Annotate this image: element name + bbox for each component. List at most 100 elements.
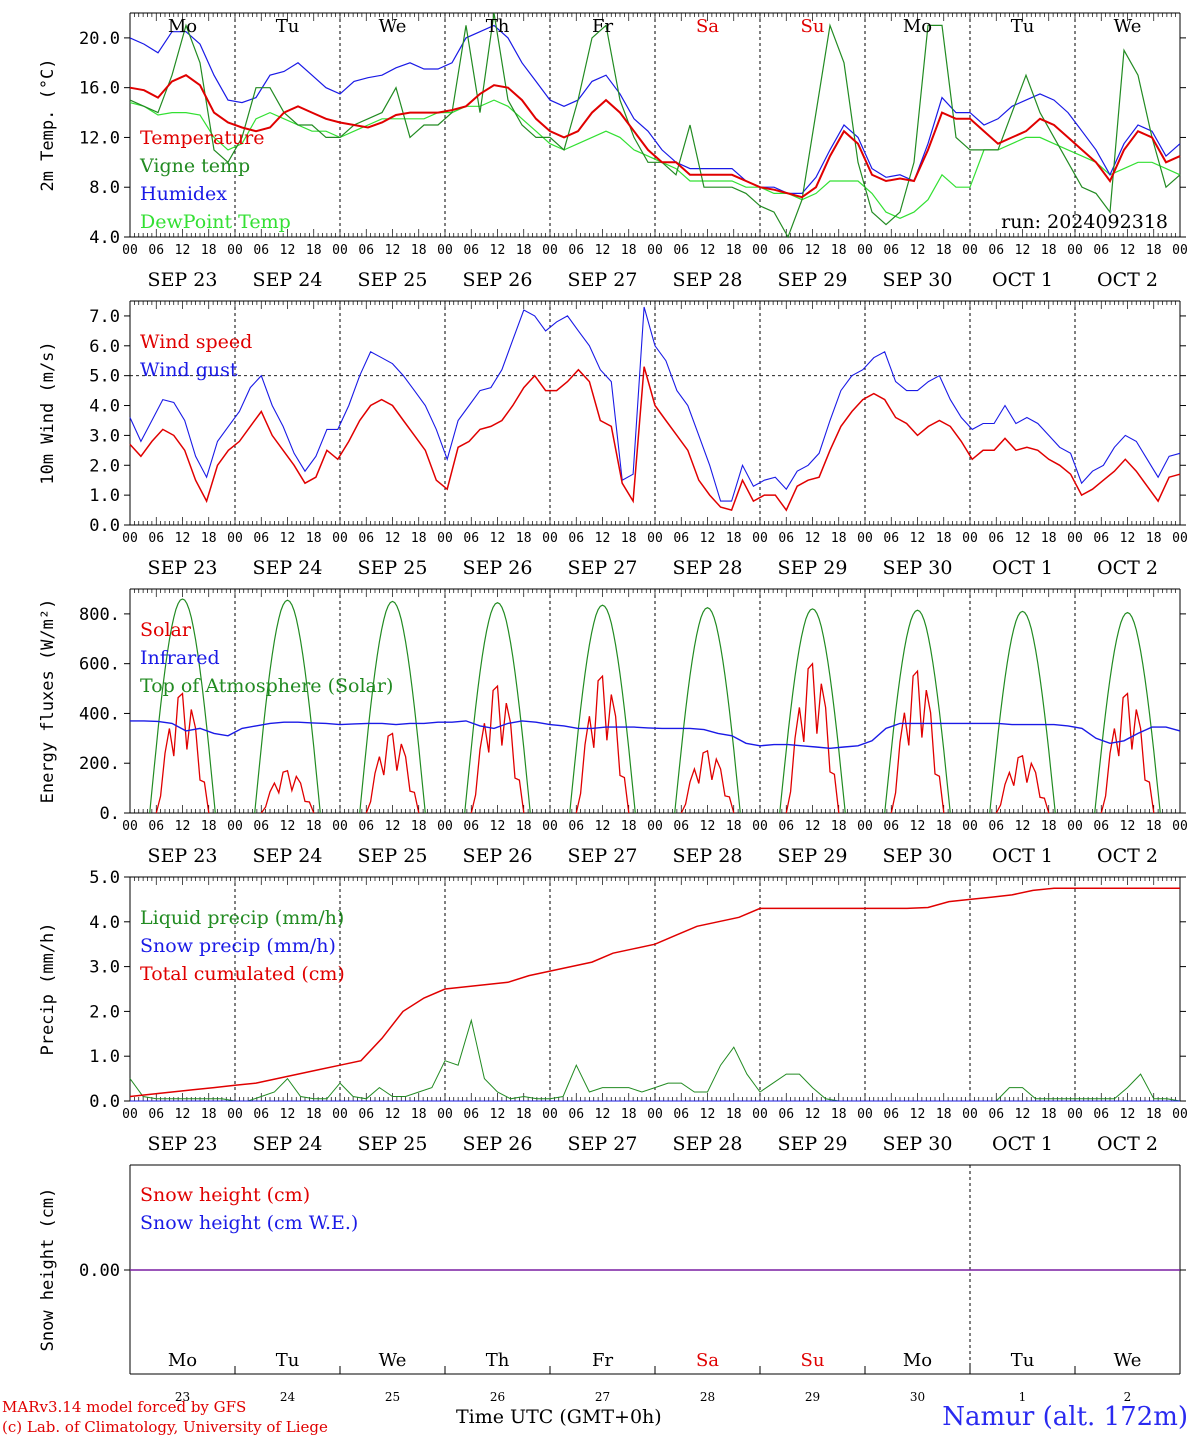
legend-total-cumulated-cm-: Total cumulated (cm) <box>140 963 345 985</box>
day-number-label: 25 <box>385 1390 400 1404</box>
series-toa-day <box>359 600 426 814</box>
x-tick-label: 12 <box>700 819 716 834</box>
x-date-label: OCT 1 <box>992 845 1053 867</box>
x-tick-label: 06 <box>253 531 269 546</box>
x-tick-label: 06 <box>883 531 899 546</box>
y-tick-label: 5.0 <box>89 367 120 387</box>
x-tick-label: 12 <box>1120 819 1136 834</box>
y-tick-label: 200. <box>79 754 120 774</box>
x-tick-label: 06 <box>988 243 1004 258</box>
x-date-label: OCT 2 <box>1097 557 1158 579</box>
series-liquid-precip <box>129 1018 1181 1102</box>
x-tick-label: 12 <box>280 531 296 546</box>
legend-vigne-temp: Vigne temp <box>139 155 250 177</box>
x-date-label: SEP 23 <box>148 557 218 579</box>
y-tick-label: 800. <box>79 605 120 625</box>
series-vigne-temp <box>129 12 1181 239</box>
x-tick-label: 18 <box>831 531 847 546</box>
series-solar-day <box>260 769 315 814</box>
x-date-label: OCT 1 <box>992 1133 1053 1155</box>
x-tick-label: 12 <box>490 531 506 546</box>
series-wind-speed <box>129 366 1181 512</box>
x-date-label: OCT 1 <box>992 269 1053 291</box>
series-toa-day <box>569 604 636 814</box>
x-tick-label: 12 <box>1015 819 1031 834</box>
x-tick-label: 18 <box>936 1107 952 1122</box>
x-tick-label: 18 <box>411 1107 427 1122</box>
series-infrared <box>130 720 1181 750</box>
x-tick-label: 12 <box>1015 1107 1031 1122</box>
x-tick-label: 18 <box>1146 531 1162 546</box>
x-tick-label: 06 <box>883 819 899 834</box>
x-tick-label: 18 <box>1041 1107 1057 1122</box>
x-date-label: SEP 27 <box>568 845 638 867</box>
x-tick-label: 12 <box>700 531 716 546</box>
x-date-label: SEP 28 <box>673 269 743 291</box>
model-credit: MARv3.14 model forced by GFS <box>2 1398 247 1416</box>
legend-temperature: Temperature <box>140 127 264 149</box>
x-tick-label: 00 <box>857 1107 873 1122</box>
x-tick-label: 00 <box>542 243 558 258</box>
x-tick-label: 06 <box>673 243 689 258</box>
day-of-week-label: Th <box>486 1350 510 1371</box>
y-tick-label: 1.0 <box>89 486 120 506</box>
x-tick-label: 00 <box>437 243 453 258</box>
x-date-label: SEP 23 <box>148 269 218 291</box>
x-tick-label: 00 <box>1172 1107 1188 1122</box>
day-of-week-label: Fr <box>592 16 613 37</box>
day-of-week-label: Tu <box>276 16 300 37</box>
day-of-week-label: Tu <box>1011 16 1035 37</box>
y-axis-label: Energy fluxes (W/m²) <box>38 599 58 804</box>
x-tick-label: 06 <box>673 819 689 834</box>
x-tick-label: 06 <box>253 1107 269 1122</box>
x-tick-label: 18 <box>936 531 952 546</box>
x-tick-label: 00 <box>332 1107 348 1122</box>
x-date-label: SEP 24 <box>253 269 323 291</box>
y-tick-label: 16.0 <box>79 79 120 99</box>
x-tick-label: 18 <box>516 819 532 834</box>
x-tick-label: 12 <box>175 1107 191 1122</box>
x-tick-label: 18 <box>1041 819 1057 834</box>
x-tick-label: 00 <box>647 531 663 546</box>
x-tick-label: 06 <box>148 819 164 834</box>
x-tick-label: 18 <box>621 243 637 258</box>
x-date-label: SEP 27 <box>568 1133 638 1155</box>
x-tick-label: 00 <box>752 1107 768 1122</box>
x-date-label: SEP 27 <box>568 269 638 291</box>
series-dewpoint-temp <box>129 99 1181 219</box>
day-number-label: 2 <box>1124 1390 1132 1404</box>
x-tick-label: 12 <box>175 243 191 258</box>
x-tick-label: 06 <box>463 243 479 258</box>
series-toa-day <box>254 599 321 814</box>
x-tick-label: 00 <box>437 531 453 546</box>
x-date-label: SEP 29 <box>778 1133 848 1155</box>
y-tick-label: 4.0 <box>89 228 120 248</box>
x-date-label: SEP 30 <box>883 557 953 579</box>
station-name: Namur (alt. 172m) <box>942 1402 1188 1432</box>
x-tick-label: 06 <box>673 1107 689 1122</box>
x-tick-label: 18 <box>1146 243 1162 258</box>
x-tick-label: 12 <box>280 1107 296 1122</box>
x-tick-label: 00 <box>122 531 138 546</box>
series-solar-day <box>890 669 945 814</box>
x-tick-label: 18 <box>831 243 847 258</box>
x-tick-label: 00 <box>122 243 138 258</box>
y-tick-label: 0.0 <box>89 1092 120 1112</box>
x-tick-label: 06 <box>358 243 374 258</box>
x-tick-label: 18 <box>1041 243 1057 258</box>
x-tick-label: 18 <box>621 531 637 546</box>
x-date-label: SEP 26 <box>463 845 533 867</box>
x-date-label: SEP 26 <box>463 269 533 291</box>
x-tick-label: 00 <box>227 1107 243 1122</box>
legend-liquid-precip-mm-h-: Liquid precip (mm/h) <box>140 907 344 929</box>
x-date-label: SEP 30 <box>883 1133 953 1155</box>
x-tick-label: 12 <box>700 1107 716 1122</box>
x-tick-label: 12 <box>595 531 611 546</box>
day-number-label: 23 <box>175 1390 190 1404</box>
x-tick-label: 06 <box>358 531 374 546</box>
series-temperature <box>129 74 1181 199</box>
day-of-week-label: Sa <box>696 16 719 37</box>
x-tick-label: 00 <box>437 819 453 834</box>
x-tick-label: 18 <box>1146 1107 1162 1122</box>
x-tick-label: 12 <box>805 1107 821 1122</box>
